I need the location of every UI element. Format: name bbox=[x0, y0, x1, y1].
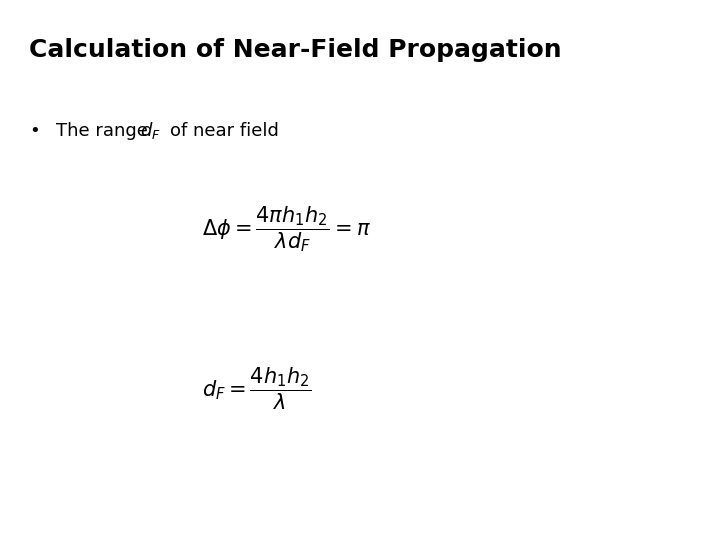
Text: Calculation of Near-Field Propagation: Calculation of Near-Field Propagation bbox=[29, 38, 562, 62]
Text: $d_F$: $d_F$ bbox=[140, 120, 161, 141]
Text: The range: The range bbox=[56, 122, 154, 139]
Text: of near field: of near field bbox=[170, 122, 279, 139]
Text: •: • bbox=[29, 122, 40, 139]
Text: $\Delta\phi = \dfrac{4\pi h_1 h_2}{\lambda d_F} = \pi$: $\Delta\phi = \dfrac{4\pi h_1 h_2}{\lamb… bbox=[202, 205, 371, 254]
Text: $d_F = \dfrac{4 h_1 h_2}{\lambda}$: $d_F = \dfrac{4 h_1 h_2}{\lambda}$ bbox=[202, 366, 311, 412]
